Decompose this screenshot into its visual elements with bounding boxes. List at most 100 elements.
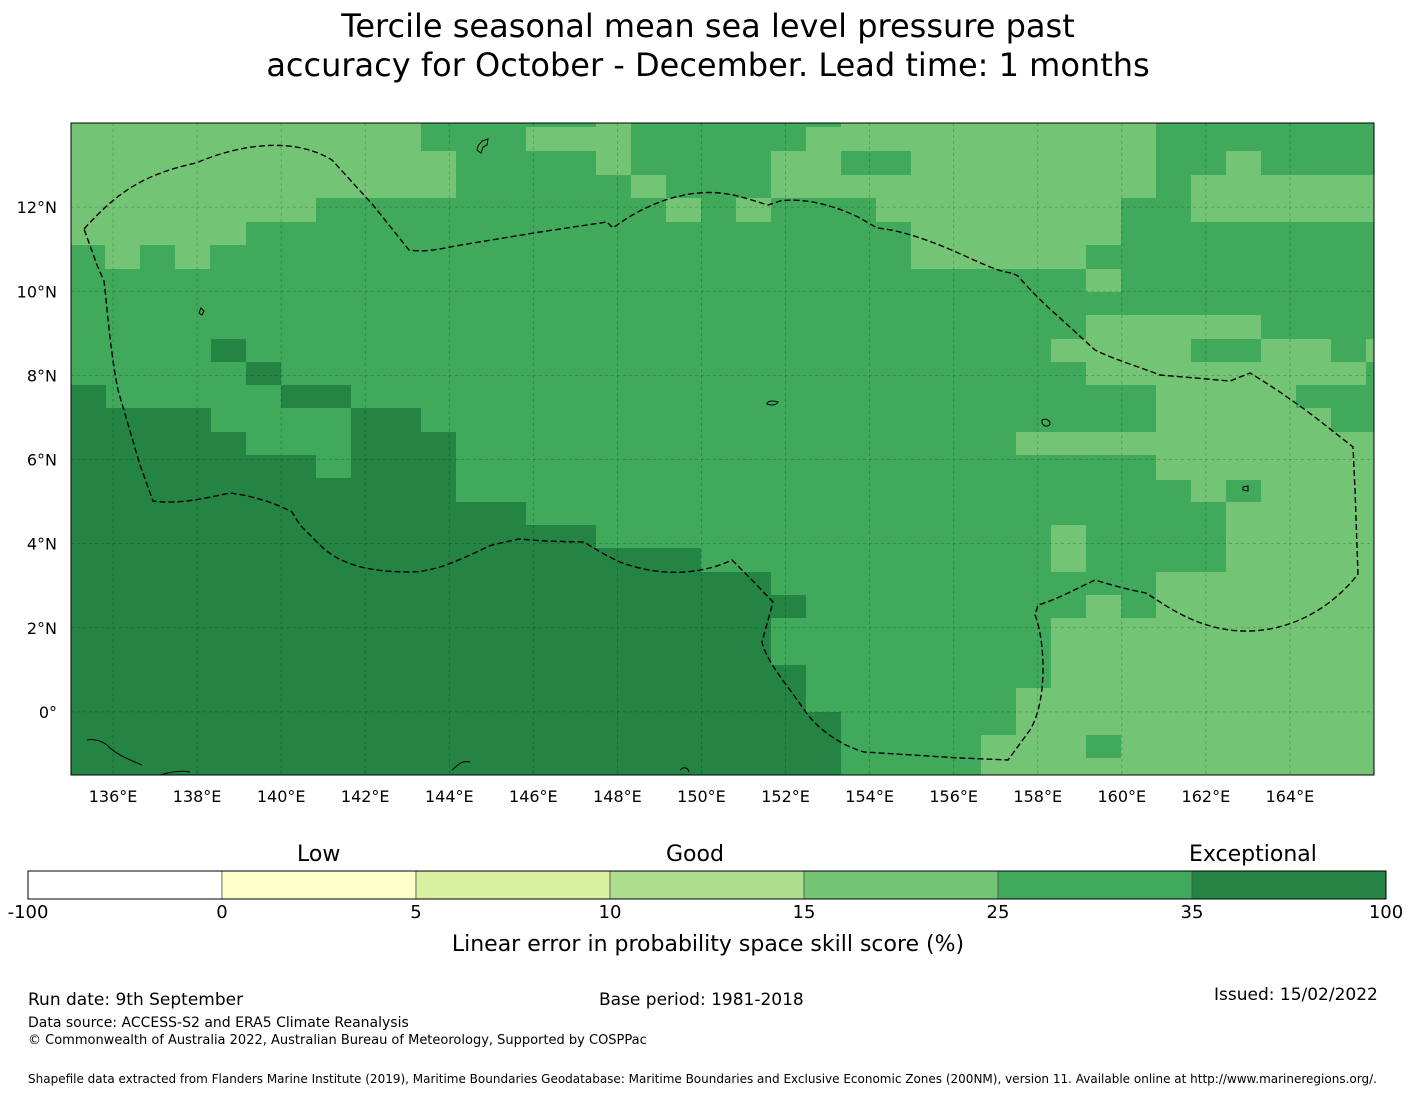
map-cell xyxy=(771,151,841,198)
colorbar-segment xyxy=(415,870,611,900)
light-green-cells xyxy=(71,123,1374,775)
map-cell xyxy=(666,198,701,222)
map-cell xyxy=(701,572,771,775)
map-cell xyxy=(316,478,351,775)
legend-category-good: Good xyxy=(666,842,724,867)
colorbar xyxy=(27,870,1387,900)
map-cell xyxy=(1191,480,1226,502)
map-cell xyxy=(1191,175,1374,222)
map-cell xyxy=(1051,525,1086,572)
map-cell xyxy=(1086,595,1121,618)
issued-date: Issued: 15/02/2022 xyxy=(1214,985,1378,1005)
legend-category-low: Low xyxy=(297,842,341,867)
latitude-tick-label: 10°N xyxy=(17,282,57,301)
map-cell xyxy=(421,432,456,775)
longitude-tick-label: 138°E xyxy=(173,787,222,806)
dark-green-cells xyxy=(71,339,841,775)
map-area xyxy=(70,122,1375,776)
map-cell xyxy=(71,222,246,245)
map-cell xyxy=(1156,455,1374,480)
map-cell xyxy=(1051,618,1374,688)
data-source: Data source: ACCESS-S2 and ERA5 Climate … xyxy=(28,1015,409,1031)
map-cell xyxy=(71,123,421,198)
map-cell xyxy=(1226,151,1261,175)
map-cell xyxy=(105,245,140,269)
eez-boundary xyxy=(83,144,1359,761)
longitude-tick-labels: 136°E 138°E 140°E 142°E 144°E 146°E 148°E 150°E… xyxy=(89,787,1315,806)
map-cell xyxy=(71,198,316,222)
latitude-tick-label: 4°N xyxy=(27,535,57,554)
longitude-tick-label: 150°E xyxy=(677,787,726,806)
map-cell xyxy=(421,151,456,198)
longitude-tick-label: 136°E xyxy=(89,787,138,806)
map-cell xyxy=(1156,595,1374,618)
colorbar-tick-label: 0 xyxy=(216,902,228,923)
map-cell xyxy=(806,712,841,775)
longitude-tick-label: 162°E xyxy=(1182,787,1231,806)
island-kosrae xyxy=(1242,485,1249,492)
longitude-tick-label: 152°E xyxy=(761,787,810,806)
chart-title-line-2: accuracy for October - December. Lead ti… xyxy=(266,46,1150,84)
colorbar-tick-label: 35 xyxy=(1180,902,1204,923)
map-cell xyxy=(911,222,1121,245)
map-cell xyxy=(771,595,806,618)
latitude-tick-label: 2°N xyxy=(27,619,57,638)
shapefile-credit: Shapefile data extracted from Flanders M… xyxy=(28,1072,1377,1086)
longitude-tick-label: 140°E xyxy=(257,787,306,806)
longitude-tick-label: 146°E xyxy=(509,787,558,806)
run-date: Run date: 9th September xyxy=(28,990,244,1010)
colorbar-segment xyxy=(609,870,805,900)
map-cell xyxy=(175,245,210,269)
longitude-tick-label: 158°E xyxy=(1013,787,1062,806)
island-guam xyxy=(476,138,489,154)
map-cell xyxy=(106,408,211,775)
map-cell xyxy=(1086,269,1121,292)
island-palau xyxy=(198,307,205,316)
colorbar-tick-label: 100 xyxy=(1368,902,1404,923)
colorbar-segment xyxy=(803,870,999,900)
map-cell xyxy=(1156,572,1374,595)
map-cell xyxy=(1261,339,1331,362)
chart-title-line-1: Tercile seasonal mean sea level pressure… xyxy=(341,7,1075,45)
legend-category-exceptional: Exceptional xyxy=(1189,842,1317,867)
map-frame xyxy=(70,122,1375,776)
latitude-tick-labels: 12°N 10°N 8°N 6°N 4°N 2°N 0° xyxy=(17,198,57,722)
map-cell xyxy=(1086,758,1121,775)
colorbar-segment xyxy=(1191,870,1387,900)
copyright-notice: © Commonwealth of Australia 2022, Austra… xyxy=(28,1033,647,1048)
map-cell xyxy=(1156,385,1296,433)
island-chuuk xyxy=(766,400,779,406)
colorbar-tick-label: 15 xyxy=(792,902,816,923)
map-cell xyxy=(246,362,281,385)
longitude-tick-label: 142°E xyxy=(341,787,390,806)
colorbar-segment xyxy=(997,870,1193,900)
map-cell xyxy=(736,198,771,222)
map-cell xyxy=(1366,339,1374,362)
latitude-tick-label: 6°N xyxy=(27,451,57,470)
map-cell xyxy=(1156,432,1374,455)
map-cell xyxy=(876,198,1121,222)
map-cell xyxy=(1051,339,1191,362)
map-gridlines xyxy=(71,123,1374,775)
islands xyxy=(86,138,1249,776)
colorbar-tick-label: -100 xyxy=(7,902,49,923)
map-cell xyxy=(456,502,526,775)
colorbar-frame xyxy=(27,870,1387,900)
longitude-tick-label: 148°E xyxy=(593,787,642,806)
longitude-tick-label: 160°E xyxy=(1097,787,1146,806)
map-cell xyxy=(526,127,596,151)
colorbar-segment xyxy=(221,870,417,900)
map-cell xyxy=(596,548,701,775)
map-cell xyxy=(1086,315,1261,339)
map-cell xyxy=(841,123,911,151)
map-cell xyxy=(1016,432,1156,455)
longitude-tick-label: 154°E xyxy=(845,787,894,806)
map-cell xyxy=(211,339,246,362)
map-cell xyxy=(911,245,1086,269)
map-cell xyxy=(911,123,1156,198)
map-cell xyxy=(806,127,841,151)
map-cell xyxy=(1016,688,1374,735)
map-cell xyxy=(1226,502,1374,572)
map-cell xyxy=(1121,735,1374,775)
map-cell xyxy=(281,385,351,408)
